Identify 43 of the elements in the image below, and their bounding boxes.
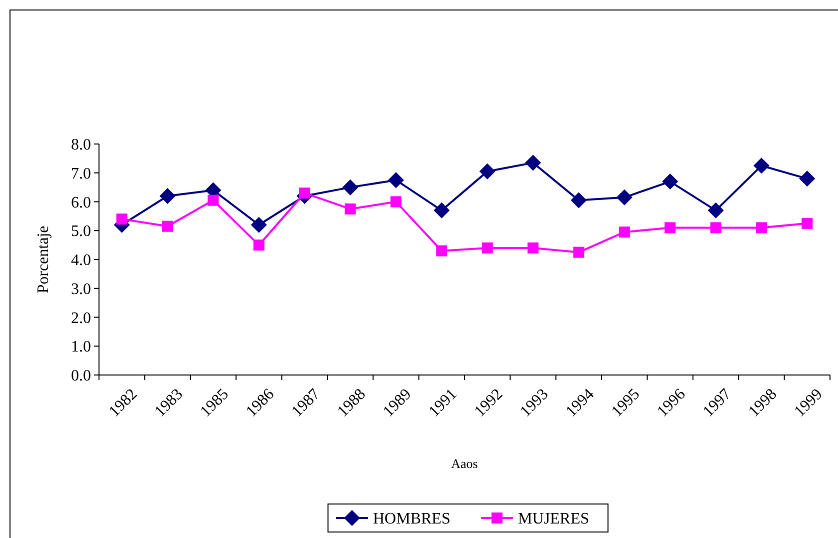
y-axis-title: Porcentaje <box>35 226 52 294</box>
point <box>388 172 404 188</box>
point <box>753 158 770 174</box>
x-tick-label: 1991 <box>426 386 460 420</box>
legend-label: MUJERES <box>518 510 590 528</box>
point <box>390 196 402 208</box>
point <box>664 222 676 234</box>
point <box>436 245 448 256</box>
point <box>710 222 722 234</box>
point <box>618 226 630 238</box>
x-axis-title: Aaos <box>451 456 478 471</box>
point <box>708 202 724 218</box>
point <box>342 179 358 196</box>
point <box>160 188 176 204</box>
point <box>662 174 678 190</box>
point <box>482 242 493 254</box>
y-tick-label: 7.0 <box>71 165 91 182</box>
point <box>344 203 356 214</box>
y-tick-label: 4.0 <box>71 252 91 270</box>
point <box>616 189 632 206</box>
point <box>299 188 310 199</box>
y-tick-label: 3.0 <box>71 280 91 298</box>
point <box>756 222 767 234</box>
y-tick-label: 1.0 <box>71 338 91 356</box>
point <box>434 202 450 218</box>
point <box>250 216 267 233</box>
point <box>208 194 219 206</box>
legend-label: HOMBRES <box>373 510 450 528</box>
point <box>573 246 584 258</box>
point <box>799 170 816 187</box>
point <box>253 240 264 251</box>
point <box>162 220 174 232</box>
point <box>525 154 542 171</box>
y-tick-label: 2.0 <box>71 310 91 327</box>
point <box>802 218 813 229</box>
y-tick-label: 8.0 <box>71 136 91 154</box>
point <box>570 192 587 208</box>
y-tick-label: 0.0 <box>71 368 91 385</box>
y-tick-label: 6.0 <box>71 194 91 212</box>
y-tick-label: 5.0 <box>71 223 91 240</box>
point <box>479 163 496 180</box>
point <box>116 214 128 225</box>
point <box>528 242 539 254</box>
